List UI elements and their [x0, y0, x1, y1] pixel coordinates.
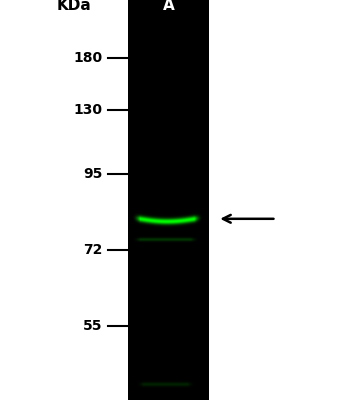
Text: 95: 95	[84, 167, 103, 181]
Bar	[128, 0, 209, 400]
Text: KDa: KDa	[57, 0, 92, 13]
Text: 130: 130	[74, 103, 103, 117]
Text: 55: 55	[83, 319, 103, 333]
Text: A: A	[163, 0, 174, 13]
Text: 180: 180	[74, 51, 103, 65]
Text: 72: 72	[84, 243, 103, 257]
